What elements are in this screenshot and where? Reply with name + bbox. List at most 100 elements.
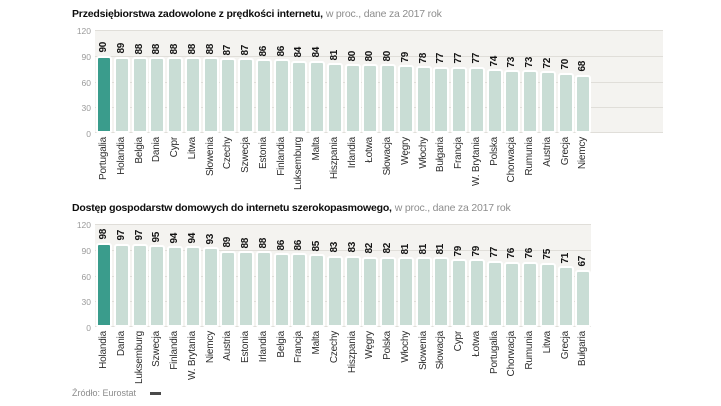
chart-title: Przedsiębiorstwa zadowolone z prędkości … bbox=[72, 7, 721, 21]
gridline bbox=[95, 326, 591, 327]
category-label: Węgry bbox=[399, 137, 411, 165]
bar-dania bbox=[113, 243, 130, 327]
bar-value-label: 73 bbox=[506, 56, 518, 68]
bar-value-label: 71 bbox=[559, 252, 571, 264]
y-axis-tick-label: 30 bbox=[81, 103, 91, 114]
category-label: Portugalia bbox=[98, 137, 109, 181]
bar-value-label: 81 bbox=[399, 243, 411, 255]
bar-value-label: 97 bbox=[133, 230, 145, 241]
category-label: Słowacja bbox=[435, 331, 447, 370]
category-label: Luksemburg bbox=[133, 331, 145, 385]
y-axis-tick-label: 120 bbox=[76, 220, 91, 230]
bar-holandia bbox=[96, 242, 112, 327]
bar-value-label: 76 bbox=[524, 248, 535, 259]
bar-value-label: 68 bbox=[577, 61, 589, 72]
bar-value-label: 77 bbox=[453, 53, 464, 64]
bar-value-label: 84 bbox=[293, 47, 305, 58]
category-label: Francja bbox=[453, 137, 464, 169]
bar-value-label: 80 bbox=[364, 50, 376, 62]
bar-w-brytania bbox=[184, 246, 201, 327]
category-label: Polska bbox=[488, 137, 500, 166]
gridline bbox=[95, 301, 591, 303]
bar-czechy bbox=[220, 58, 237, 133]
bar-value-label: 94 bbox=[186, 232, 198, 244]
bar-value-label: 80 bbox=[382, 50, 393, 62]
bar-w-brytania bbox=[468, 66, 485, 133]
bar-value-label: 88 bbox=[257, 237, 269, 249]
bar-słowacja bbox=[380, 64, 396, 133]
bar-malta bbox=[309, 254, 325, 327]
bar-value-label: 78 bbox=[417, 52, 429, 64]
category-label: Austria bbox=[541, 137, 553, 167]
bar-węgry bbox=[362, 256, 379, 327]
brand-dash-icon bbox=[150, 391, 162, 395]
y-axis-tick-label: 60 bbox=[81, 77, 91, 88]
bar-value-label: 81 bbox=[417, 243, 429, 255]
category-label: Niemcy bbox=[577, 137, 589, 170]
bar-estonia bbox=[255, 59, 272, 133]
bar-grecja bbox=[557, 266, 574, 327]
bar-malta bbox=[309, 60, 325, 133]
source-note: Źródło: Eurostat bbox=[72, 388, 137, 398]
bar-węgry bbox=[397, 65, 414, 133]
source-row: Źródło: Eurostat bbox=[72, 388, 162, 398]
bar-portugalia bbox=[486, 260, 503, 327]
bar-luksemburg bbox=[291, 60, 308, 133]
bar-bułgaria bbox=[575, 269, 592, 327]
bar-hiszpania bbox=[344, 255, 361, 327]
bar-irlandia bbox=[344, 64, 361, 133]
gridline bbox=[95, 132, 663, 133]
category-label: Włochy bbox=[399, 331, 411, 363]
gridline bbox=[95, 249, 591, 251]
bar-grecja bbox=[557, 72, 574, 133]
bar-value-label: 86 bbox=[275, 239, 287, 251]
category-label: Bułgaria bbox=[435, 137, 447, 173]
category-label: Słowenia bbox=[417, 331, 429, 370]
category-label: Szwecja bbox=[151, 331, 163, 367]
bar-value-label: 76 bbox=[506, 248, 518, 259]
bar-rumunia bbox=[522, 70, 538, 133]
category-label: Francja bbox=[293, 331, 305, 363]
bar-value-label: 75 bbox=[541, 249, 553, 260]
bar-estonia bbox=[238, 251, 254, 327]
category-label: Włochy bbox=[417, 137, 429, 169]
category-label: Chorwacja bbox=[506, 331, 518, 377]
bar-włochy bbox=[415, 66, 432, 133]
category-label: Litwa bbox=[186, 137, 198, 160]
bar-szwecja bbox=[238, 58, 254, 133]
bar-value-label: 74 bbox=[488, 55, 500, 67]
category-label: Irlandia bbox=[257, 331, 269, 363]
category-label: Czechy bbox=[222, 137, 234, 170]
bar-francja bbox=[291, 253, 308, 327]
bar-finlandia bbox=[167, 246, 183, 327]
bar-słowacja bbox=[433, 257, 450, 327]
category-label: Finlandia bbox=[275, 137, 287, 176]
bar-chorwacja bbox=[504, 261, 521, 327]
category-label: Irlandia bbox=[346, 137, 358, 169]
bar-litwa bbox=[539, 262, 556, 327]
category-label: Węgry bbox=[364, 331, 376, 359]
bar-value-label: 94 bbox=[169, 232, 180, 244]
bar-polska bbox=[380, 256, 396, 327]
chart-title-bold: Przedsiębiorstwa zadowolone z prędkości … bbox=[72, 8, 323, 20]
category-label: Chorwacja bbox=[506, 137, 518, 183]
gridline bbox=[95, 81, 663, 83]
category-label: Belgia bbox=[133, 137, 145, 164]
bar-value-label: 90 bbox=[98, 42, 109, 53]
bar-value-label: 88 bbox=[151, 43, 163, 55]
gridline bbox=[95, 107, 663, 109]
bar-finlandia bbox=[273, 59, 290, 133]
chart-subtitle: w proc., dane za 2017 rok bbox=[325, 8, 442, 20]
category-label: Słowenia bbox=[204, 137, 216, 176]
category-label: Szwecja bbox=[240, 137, 251, 173]
bar-value-label: 81 bbox=[435, 243, 447, 255]
bar-value-label: 88 bbox=[186, 43, 198, 55]
bar-value-label: 95 bbox=[151, 231, 163, 243]
category-label: Niemcy bbox=[204, 331, 216, 364]
gridline bbox=[95, 55, 663, 57]
bar-value-label: 72 bbox=[541, 57, 553, 69]
bar-value-label: 80 bbox=[346, 50, 358, 62]
gridline bbox=[95, 30, 663, 31]
bar-value-label: 89 bbox=[115, 43, 127, 54]
bar-value-label: 97 bbox=[115, 230, 127, 241]
